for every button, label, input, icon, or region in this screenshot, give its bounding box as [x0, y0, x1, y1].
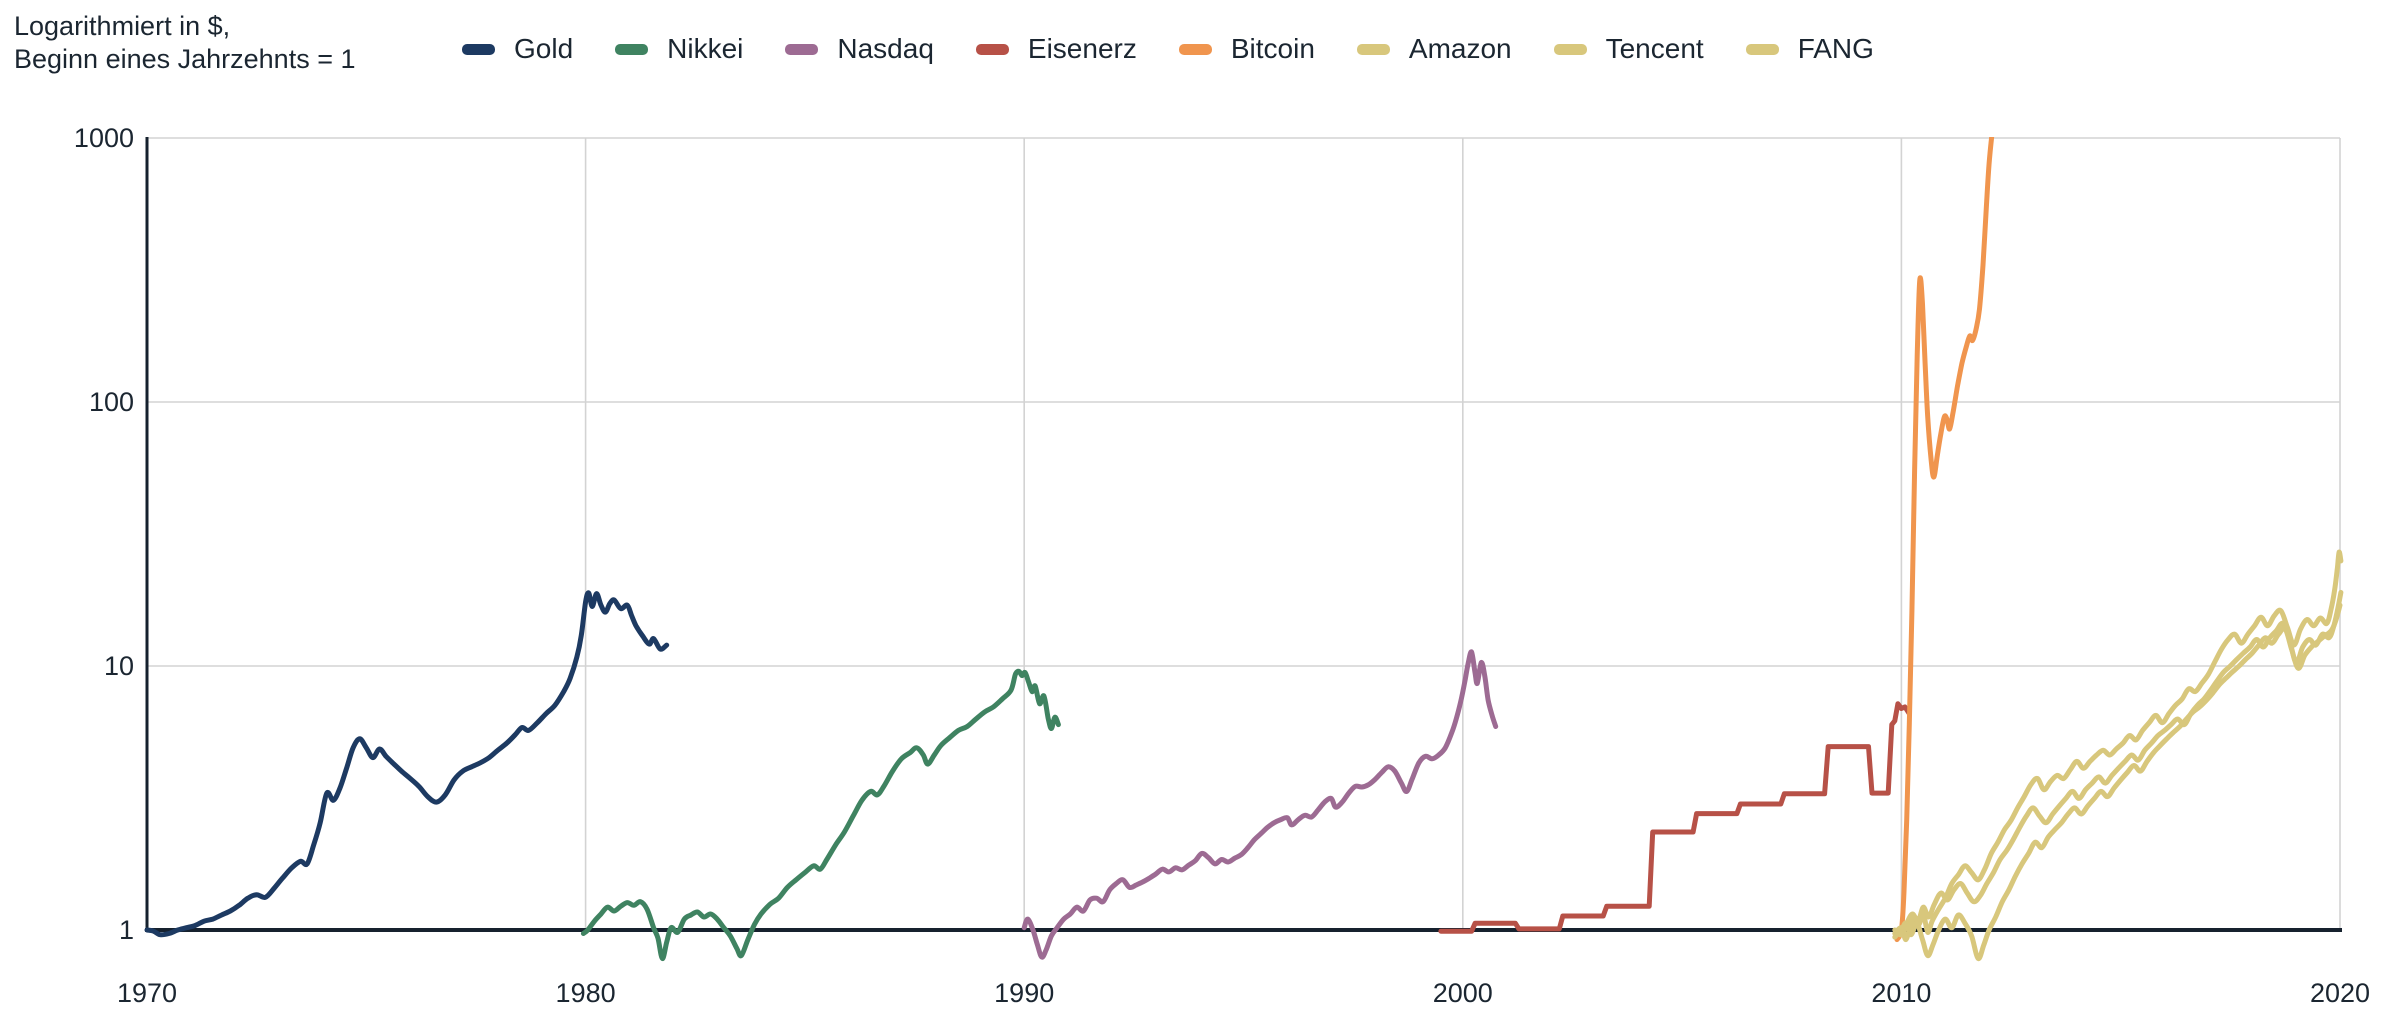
- legend-label: Tencent: [1605, 33, 1704, 64]
- x-tick-label-2020: 2020: [2310, 978, 2370, 1008]
- series-amazon: [1892, 549, 2344, 943]
- x-tick-label-1980: 1980: [556, 978, 616, 1008]
- caption-line-1: Logarithmiert in $,: [14, 11, 231, 41]
- legend-swatch-icon: [1356, 43, 1390, 55]
- legend-item-tencent: Tencent: [1553, 33, 1704, 65]
- legend-swatch-icon: [975, 43, 1009, 55]
- legend-swatch-icon: [615, 43, 649, 55]
- legend-item-gold: Gold: [462, 33, 573, 65]
- y-tick-label-10: 10: [104, 651, 134, 681]
- x-tick-label-2000: 2000: [1433, 978, 1493, 1008]
- legend-label: Eisenerz: [1027, 33, 1137, 64]
- y-tick-label-1000: 1000: [74, 123, 134, 153]
- chart-caption: Logarithmiert in $, Beginn eines Jahrzeh…: [14, 10, 355, 76]
- legend-label: FANG: [1797, 33, 1874, 64]
- legend-item-bitcoin: Bitcoin: [1178, 33, 1315, 65]
- legend-label: Nasdaq: [837, 33, 934, 64]
- x-tick-label-2010: 2010: [1871, 978, 1931, 1008]
- legend-label: Amazon: [1408, 33, 1512, 64]
- legend-swatch-icon: [1745, 43, 1779, 55]
- legend-label: Nikkei: [667, 33, 744, 64]
- legend-swatch-icon: [785, 43, 819, 55]
- y-tick-label-100: 100: [89, 387, 134, 417]
- series-eisenerz: [1438, 701, 1912, 934]
- series-tencent: [1892, 589, 2344, 938]
- legend-item-amazon: Amazon: [1356, 33, 1512, 65]
- legend-item-fang: FANG: [1745, 33, 1874, 65]
- legend-swatch-icon: [462, 43, 495, 55]
- legend-label: Gold: [514, 33, 574, 64]
- series-gold: [144, 590, 670, 938]
- caption-line-2: Beginn eines Jahrzehnts = 1: [14, 44, 356, 74]
- legend-swatch-icon: [1553, 43, 1587, 55]
- y-tick-label-1: 1: [119, 915, 134, 945]
- legend: Gold Nikkei Nasdaq Eisenerz Bitcoin Amazon Ten…: [462, 33, 1874, 65]
- x-tick-label-1990: 1990: [994, 978, 1054, 1008]
- legend-item-nasdaq: Nasdaq: [785, 33, 934, 65]
- series-fang: [1892, 602, 2343, 962]
- series-bitcoin: [1894, 137, 1995, 943]
- legend-swatch-icon: [1178, 43, 1212, 55]
- series-nasdaq: [1021, 649, 1499, 960]
- x-tick-label-1970: 1970: [117, 978, 177, 1008]
- series-nikkei: [580, 668, 1061, 962]
- legend-item-eisenerz: Eisenerz: [975, 33, 1137, 65]
- legend-item-nikkei: Nikkei: [615, 33, 743, 65]
- legend-label: Bitcoin: [1230, 33, 1315, 64]
